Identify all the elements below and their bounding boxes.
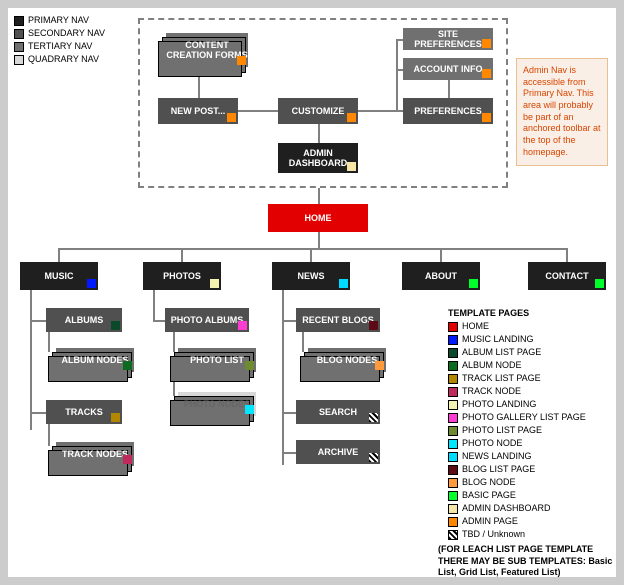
nav-level-legend: PRIMARY NAV SECONDARY NAV TERTIARY NAV Q… — [14, 14, 105, 66]
node-photo-list: PHOTO LIST — [178, 348, 256, 372]
node-search: SEARCH — [296, 400, 380, 424]
node-content-forms: CONTENT CREATION FORMS — [166, 33, 248, 67]
node-photo-albums: PHOTO ALBUMS — [165, 308, 249, 332]
node-home: HOME — [268, 204, 368, 232]
template-legend-item: BLOG NODE — [448, 476, 613, 489]
template-legend-item: BLOG LIST PAGE — [448, 463, 613, 476]
node-admin-dashboard: ADMIN DASHBOARD — [278, 143, 358, 173]
template-legend-item: TBD / Unknown — [448, 528, 613, 541]
node-albums: ALBUMS — [46, 308, 122, 332]
node-blog-nodes: BLOG NODES — [308, 348, 386, 372]
template-legend: TEMPLATE PAGES HOMEMUSIC LANDINGALBUM LI… — [448, 308, 613, 541]
legend-primary: PRIMARY NAV — [28, 15, 89, 25]
footnote: (FOR LEACH LIST PAGE TEMPLATE THERE MAY … — [438, 544, 613, 579]
template-legend-item: PHOTO NODE — [448, 437, 613, 450]
node-new-post: NEW POST... — [158, 98, 238, 124]
node-album-nodes: ALBUM NODES — [56, 348, 134, 372]
tag-icon — [369, 413, 378, 422]
template-legend-item: ADMIN PAGE — [448, 515, 613, 528]
node-archive: ARCHIVE — [296, 440, 380, 464]
node-news: NEWS — [272, 262, 350, 290]
template-legend-item: HOME — [448, 320, 613, 333]
node-tracks: TRACKS — [46, 400, 122, 424]
template-legend-item: BASIC PAGE — [448, 489, 613, 502]
template-legend-item: ADMIN DASHBOARD — [448, 502, 613, 515]
legend-tertiary: TERTIARY NAV — [28, 41, 92, 51]
node-customize: CUSTOMIZE — [278, 98, 358, 124]
node-photos: PHOTOS — [143, 262, 221, 290]
node-site-prefs: SITE PREFERENCES — [403, 28, 493, 50]
node-contact: CONTACT — [528, 262, 606, 290]
node-photo-nodes: PHOTO NODES — [178, 392, 256, 416]
admin-callout: Admin Nav is accessible from Primary Nav… — [516, 58, 608, 166]
template-legend-item: PHOTO LANDING — [448, 398, 613, 411]
node-recent-blogs: RECENT BLOGS — [296, 308, 380, 332]
template-legend-item: NEWS LANDING — [448, 450, 613, 463]
node-preferences: PREFERENCES — [403, 98, 493, 124]
tag-icon — [369, 453, 378, 462]
template-legend-item: ALBUM NODE — [448, 359, 613, 372]
canvas: PRIMARY NAV SECONDARY NAV TERTIARY NAV Q… — [8, 8, 616, 577]
node-track-nodes: TRACK NODES — [56, 442, 134, 466]
node-about: ABOUT — [402, 262, 480, 290]
legend-quadrary: QUADRARY NAV — [28, 54, 99, 64]
node-account-info: ACCOUNT INFO — [403, 58, 493, 80]
template-legend-item: TRACK NODE — [448, 385, 613, 398]
template-legend-item: PHOTO LIST PAGE — [448, 424, 613, 437]
template-legend-title: TEMPLATE PAGES — [448, 308, 613, 318]
node-music: MUSIC — [20, 262, 98, 290]
template-legend-item: MUSIC LANDING — [448, 333, 613, 346]
legend-secondary: SECONDARY NAV — [28, 28, 105, 38]
tag-icon — [237, 56, 246, 65]
template-legend-item: TRACK LIST PAGE — [448, 372, 613, 385]
template-legend-item: PHOTO GALLERY LIST PAGE — [448, 411, 613, 424]
template-legend-item: ALBUM LIST PAGE — [448, 346, 613, 359]
